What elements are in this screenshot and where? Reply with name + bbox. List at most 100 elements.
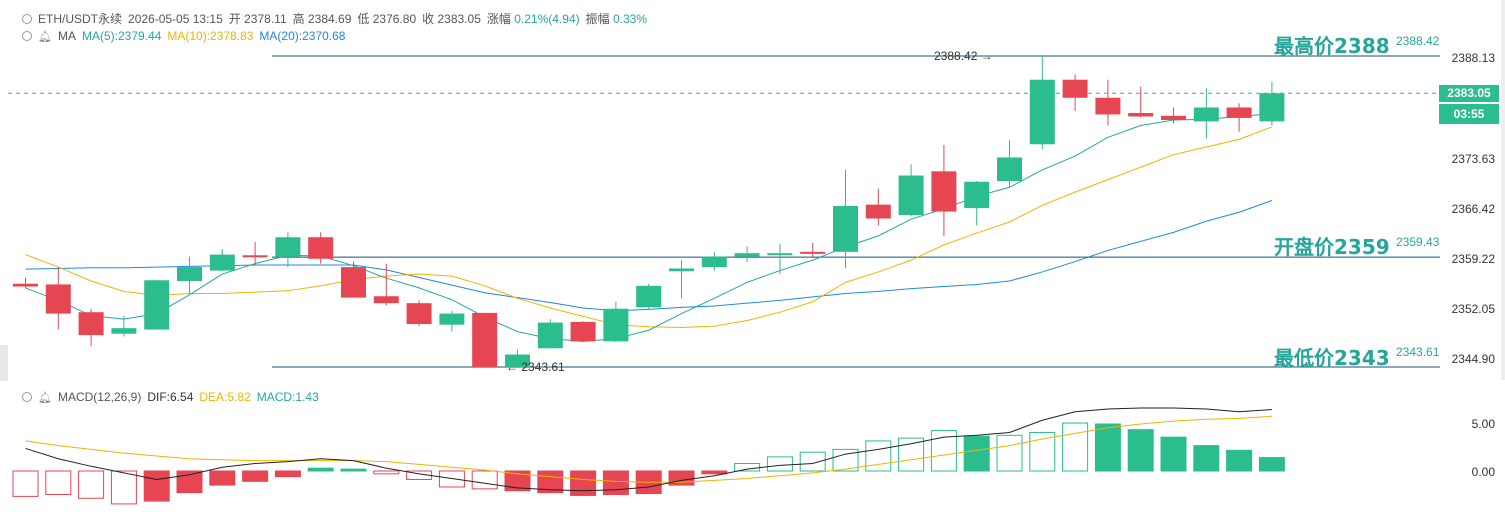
countdown-tag: 03:55 bbox=[1439, 104, 1499, 124]
macd-histogram-bar bbox=[930, 430, 957, 472]
macd-histogram-bar bbox=[1029, 431, 1056, 472]
min-annotation: ← 2343.61 bbox=[506, 360, 565, 374]
macd-histogram-bar bbox=[602, 470, 629, 495]
candle-body bbox=[1095, 97, 1121, 115]
candle-body bbox=[898, 175, 924, 216]
dif-value: DIF:6.54 bbox=[147, 390, 194, 404]
open-label: 开 bbox=[228, 12, 241, 26]
macd-label[interactable]: MACD(12,26,9) bbox=[57, 390, 142, 404]
open-level-value: 2359.43 bbox=[1396, 235, 1440, 249]
price-tick: 2352.05 bbox=[1451, 302, 1495, 316]
price-tick: 2366.42 bbox=[1451, 202, 1495, 216]
close-value: 2383.05 bbox=[437, 12, 481, 26]
low-label: 低 bbox=[357, 12, 370, 26]
candle-body bbox=[505, 354, 530, 368]
amp-label: 振幅 bbox=[585, 12, 610, 26]
macd-histogram-bar bbox=[373, 470, 400, 475]
macd-histogram-bar bbox=[963, 435, 990, 472]
change-value: 0.21%(4.94) bbox=[514, 12, 580, 26]
macd-histogram-bar bbox=[1226, 449, 1253, 472]
price-scale-edge[interactable] bbox=[1501, 0, 1505, 380]
macd-tick: 0.00 bbox=[1471, 465, 1495, 479]
macd-histogram-bar bbox=[274, 470, 301, 478]
price-tick: 2373.63 bbox=[1451, 152, 1495, 166]
macd-histogram-bar bbox=[668, 470, 695, 486]
macd-histogram-bar bbox=[340, 468, 367, 472]
candle-body bbox=[636, 285, 662, 308]
ma-label[interactable]: MA bbox=[57, 29, 76, 43]
candle-body bbox=[833, 206, 858, 252]
macd-histogram-bar bbox=[45, 470, 72, 495]
max-annotation-value: 2388.42 bbox=[934, 49, 978, 63]
macd-histogram-bar bbox=[1062, 422, 1089, 472]
circle-icon[interactable] bbox=[22, 31, 32, 41]
symbol-name[interactable]: ETH/USDT永续 bbox=[38, 12, 123, 26]
macd-histogram-bar bbox=[176, 470, 203, 494]
macd-histogram-bar bbox=[504, 470, 531, 492]
candle-body bbox=[865, 204, 891, 219]
macd-histogram-bar bbox=[832, 448, 859, 472]
candle-body bbox=[472, 312, 498, 368]
macd-header: 🔔︎ MACD(12,26,9) DIF:6.54 DEA:5.82 MACD:… bbox=[22, 390, 319, 404]
candle-body bbox=[800, 251, 826, 254]
candle-body bbox=[701, 256, 727, 268]
price-tick: 2359.22 bbox=[1451, 252, 1495, 266]
circle-icon[interactable] bbox=[22, 13, 32, 24]
macd-histogram-bar bbox=[471, 470, 498, 490]
candle-body bbox=[1062, 79, 1088, 98]
candle-body bbox=[144, 280, 170, 330]
candle-body bbox=[1226, 107, 1252, 118]
candle-body bbox=[997, 157, 1022, 182]
high-level-value: 2388.42 bbox=[1396, 34, 1440, 48]
max-annotation: 2388.42 → bbox=[934, 49, 993, 63]
candle-body bbox=[570, 321, 596, 342]
dea-value: DEA:5.82 bbox=[199, 390, 251, 404]
scroll-handle[interactable] bbox=[0, 345, 8, 381]
bell-icon[interactable]: 🔔︎ bbox=[38, 30, 52, 43]
macd-histogram-bar bbox=[570, 470, 597, 496]
ma-header: 🔔︎ MA MA(5):2379.44 MA(10):2378.83 MA(20… bbox=[22, 29, 345, 43]
min-annotation-value: 2343.61 bbox=[521, 360, 565, 374]
header-datetime: 2026-05-05 13:15 bbox=[128, 11, 223, 26]
price-tick: 2388.13 bbox=[1451, 51, 1495, 65]
candle-body bbox=[669, 268, 694, 272]
high-level-label: 最高价2388 bbox=[1274, 34, 1390, 58]
ma20-value: MA(20):2370.68 bbox=[259, 29, 346, 43]
macd-histogram-bar bbox=[143, 470, 170, 502]
candle-body bbox=[537, 322, 563, 349]
candle-body bbox=[308, 237, 334, 259]
candle-body bbox=[177, 267, 202, 281]
low-level-label: 最低价2343 bbox=[1274, 346, 1390, 370]
candle-body bbox=[275, 237, 301, 257]
candle-body bbox=[373, 296, 399, 304]
bell-icon[interactable]: 🔔︎ bbox=[38, 391, 52, 404]
candle-body bbox=[1029, 79, 1055, 145]
high-label: 高 bbox=[292, 12, 305, 26]
macd-histogram-bar bbox=[1258, 457, 1285, 472]
low-value: 2376.80 bbox=[372, 12, 417, 26]
amp-value: 0.33% bbox=[612, 12, 647, 26]
candle-body bbox=[1259, 93, 1285, 122]
low-level-value: 2343.61 bbox=[1396, 345, 1440, 359]
circle-icon[interactable] bbox=[22, 392, 32, 402]
macd-histogram-bar bbox=[110, 470, 137, 505]
high-value: 2384.69 bbox=[307, 12, 352, 26]
ma10-line bbox=[25, 126, 1273, 328]
macd-histogram-bar bbox=[307, 467, 334, 472]
dea-line bbox=[25, 415, 1272, 483]
macd-histogram-bar bbox=[78, 470, 105, 499]
macd-histogram-bar bbox=[701, 470, 728, 475]
candle-body bbox=[1193, 107, 1219, 122]
candle-body bbox=[1161, 115, 1186, 120]
macd-histogram-bar bbox=[898, 437, 925, 472]
candle-body bbox=[111, 328, 137, 334]
macd-value: MACD:1.43 bbox=[256, 390, 319, 404]
current-price-tag: 2383.05 bbox=[1439, 85, 1499, 102]
candle-body bbox=[242, 255, 268, 258]
price-tick: 2344.90 bbox=[1451, 352, 1495, 366]
candle-body bbox=[931, 171, 957, 212]
macd-histogram-bar bbox=[996, 434, 1023, 472]
macd-histogram-bar bbox=[766, 456, 793, 472]
ma5-value: MA(5):2379.44 bbox=[81, 29, 162, 43]
